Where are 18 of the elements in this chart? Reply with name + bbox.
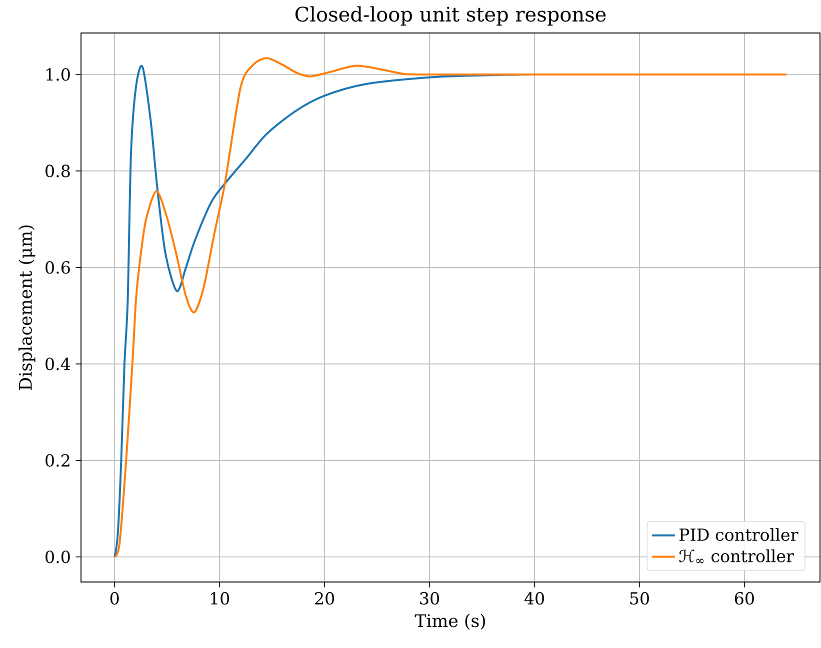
y-tick-label: 0.2 bbox=[46, 454, 70, 467]
x-axis-title: Time (s) bbox=[414, 614, 485, 630]
x-tick-label: 60 bbox=[734, 592, 754, 605]
y-tick-label: 0.4 bbox=[46, 358, 70, 370]
y-axis-title: Displacement (μm) bbox=[18, 225, 36, 390]
x-tick-label: 40 bbox=[524, 592, 544, 605]
x-tick-label: 20 bbox=[315, 592, 334, 605]
legend-label: ℋ$_{∞}$ controller bbox=[679, 549, 794, 564]
legend-label: PID controller bbox=[679, 528, 798, 541]
y-tick-label: 0.6 bbox=[46, 261, 70, 274]
y-tick-label: 0.0 bbox=[46, 550, 70, 564]
x-tick-label: 10 bbox=[210, 592, 230, 605]
x-tick-label: 30 bbox=[420, 592, 440, 605]
y-tick-label: 1.0 bbox=[46, 68, 70, 81]
x-tick-label: 50 bbox=[630, 592, 649, 605]
x-tick-label: 0 bbox=[110, 592, 119, 605]
y-tick-label: 0.8 bbox=[46, 164, 70, 178]
chart-title: Closed-loop unit step response bbox=[295, 6, 606, 26]
